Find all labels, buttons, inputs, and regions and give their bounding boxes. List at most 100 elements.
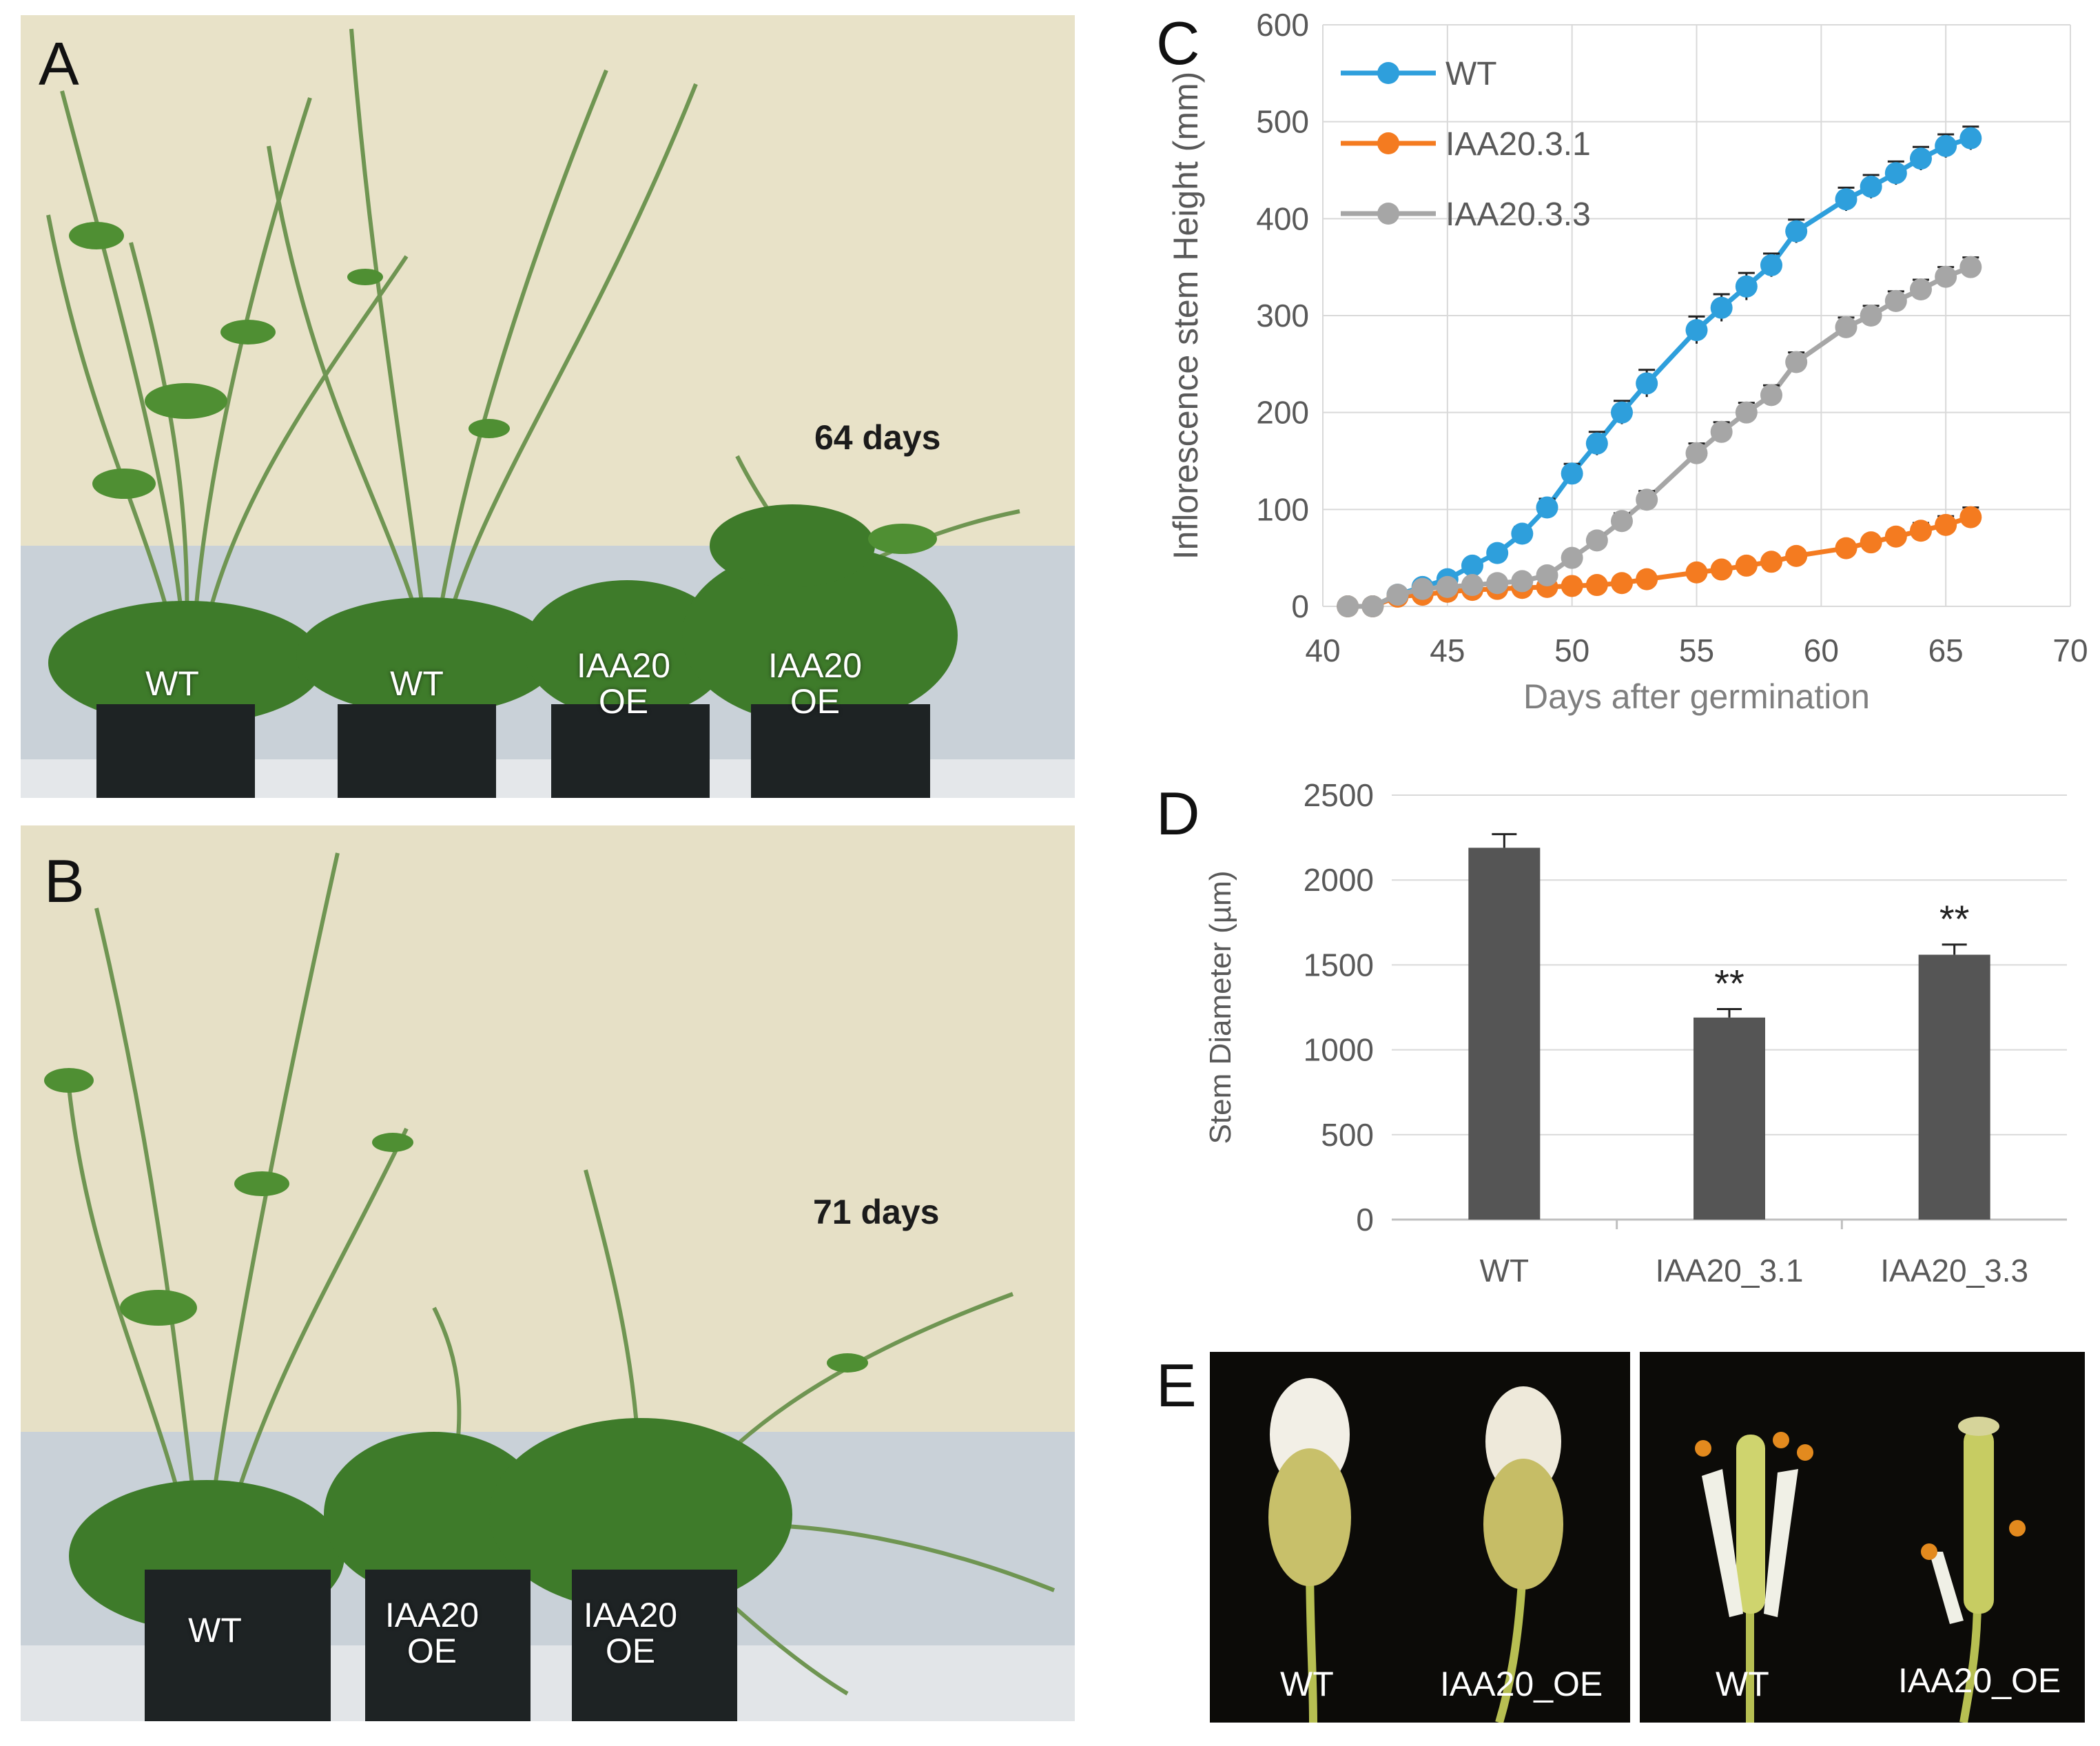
data-point — [1735, 554, 1758, 577]
data-point — [1760, 254, 1782, 276]
data-point — [1860, 305, 1882, 327]
flower-label: IAA20_OE — [1898, 1661, 2061, 1700]
data-point — [1511, 570, 1534, 593]
flower-label: WT — [1716, 1665, 1769, 1703]
pot-label: IAA20 OE — [743, 648, 887, 719]
data-point — [1959, 506, 1982, 528]
panel-c-letter: C — [1156, 9, 1200, 77]
data-point — [1585, 432, 1608, 455]
data-point — [1585, 574, 1608, 597]
panel-e-dissected-flowers-illustration — [1695, 1417, 2026, 1723]
data-point — [1636, 568, 1658, 590]
legend-label: WT — [1445, 56, 1497, 92]
data-point — [1685, 442, 1708, 464]
data-point — [1785, 220, 1808, 243]
panel-e-letter: E — [1156, 1351, 1197, 1419]
legend-label: IAA20.3.3 — [1445, 196, 1591, 233]
data-point — [1710, 420, 1733, 443]
pot-label: IAA20 OE — [551, 648, 696, 719]
data-point — [1735, 401, 1758, 424]
data-point — [1835, 188, 1857, 211]
legend-marker — [1377, 62, 1399, 84]
pot-label-line2: OE — [406, 1632, 457, 1670]
panel-b-days-label: 71 days — [813, 1193, 940, 1231]
data-point — [1611, 572, 1633, 595]
data-point — [1785, 544, 1808, 567]
x-tick-label: 45 — [1430, 633, 1465, 668]
data-point — [1760, 551, 1782, 573]
legend-marker — [1377, 203, 1399, 225]
data-point — [1710, 558, 1733, 581]
y-axis-label: Stem Diameter (µm) — [1204, 871, 1237, 1144]
legend-label: IAA20.3.1 — [1445, 126, 1591, 163]
x-tick-label: 70 — [2052, 633, 2088, 668]
data-point — [1935, 513, 1957, 536]
data-point — [1735, 275, 1758, 298]
data-point — [1935, 134, 1957, 157]
panel-a-days-label: 64 days — [814, 418, 941, 457]
data-point — [1760, 384, 1782, 407]
panel-e-photo-left — [1210, 1352, 1630, 1723]
legend-marker — [1377, 132, 1399, 154]
pot-label-line2: OE — [790, 682, 841, 721]
panel-b-plants-illustration — [21, 825, 1075, 1721]
category-label: IAA20_3.1 — [1656, 1253, 1804, 1288]
data-point — [1486, 542, 1509, 564]
pot-label-line1: IAA20 — [583, 1596, 678, 1634]
pot-label-line1: WT — [145, 664, 199, 703]
y-tick-label: 200 — [1256, 395, 1309, 431]
y-tick-label: 1500 — [1304, 947, 1374, 983]
data-point — [1486, 572, 1509, 595]
y-tick-label: 300 — [1256, 298, 1309, 333]
bar — [1918, 954, 1990, 1220]
data-point — [1611, 401, 1633, 424]
x-tick-label: 55 — [1679, 633, 1714, 668]
data-point — [1536, 564, 1558, 586]
panel-a-photo — [21, 15, 1075, 798]
panel-b-letter: B — [44, 847, 85, 915]
panel-e-flowers-illustration — [1268, 1378, 1563, 1723]
data-point — [1959, 127, 1982, 150]
data-point — [1910, 147, 1932, 170]
panel-b-photo — [21, 825, 1075, 1721]
data-point — [1860, 531, 1882, 554]
data-point — [1884, 162, 1907, 185]
pot-label: WT — [131, 666, 214, 701]
panel-a-letter: A — [39, 30, 79, 98]
data-point — [1386, 584, 1409, 606]
line-chart: 0 100 200 300 400 500 600 40 45 50 55 60 65 70 Days af… — [1166, 7, 2088, 716]
x-tick-label: 65 — [1928, 633, 1964, 668]
data-point — [1785, 351, 1808, 373]
pot-label: WT — [174, 1612, 256, 1648]
pot-label-line1: WT — [188, 1611, 242, 1650]
data-point — [1461, 574, 1483, 597]
data-point — [1685, 319, 1708, 342]
x-axis-label: Days after germination — [1523, 677, 1870, 716]
pot-label-line1: IAA20 — [576, 646, 671, 685]
data-point — [1561, 462, 1583, 485]
data-point — [1561, 546, 1583, 569]
data-point — [1935, 265, 1957, 288]
y-tick-label: 600 — [1256, 7, 1309, 43]
category-label: WT — [1480, 1253, 1530, 1288]
x-tick-label: 40 — [1305, 633, 1340, 668]
data-point — [1685, 561, 1708, 584]
data-point — [1536, 496, 1558, 519]
data-point — [1835, 537, 1857, 559]
data-point — [1337, 595, 1359, 617]
pot-label: WT — [375, 666, 458, 701]
significance-label: ** — [1714, 961, 1744, 1005]
pot-label: IAA20 OE — [360, 1597, 504, 1669]
data-point — [1561, 575, 1583, 597]
data-point — [1411, 577, 1434, 600]
y-axis-label: Inflorescence stem Height (mm) — [1166, 72, 1205, 560]
bar-chart: 0 500 1000 1500 2000 2500 Stem Diameter (µm) WT… — [1204, 777, 2067, 1288]
data-point — [1361, 595, 1384, 617]
data-point — [1611, 510, 1633, 533]
y-tick-label: 100 — [1256, 491, 1309, 527]
pot-label-line2: OE — [605, 1632, 656, 1670]
data-point — [1959, 256, 1982, 278]
data-point — [1710, 296, 1733, 319]
data-point — [1860, 175, 1882, 198]
panel-d-letter: D — [1156, 779, 1200, 848]
